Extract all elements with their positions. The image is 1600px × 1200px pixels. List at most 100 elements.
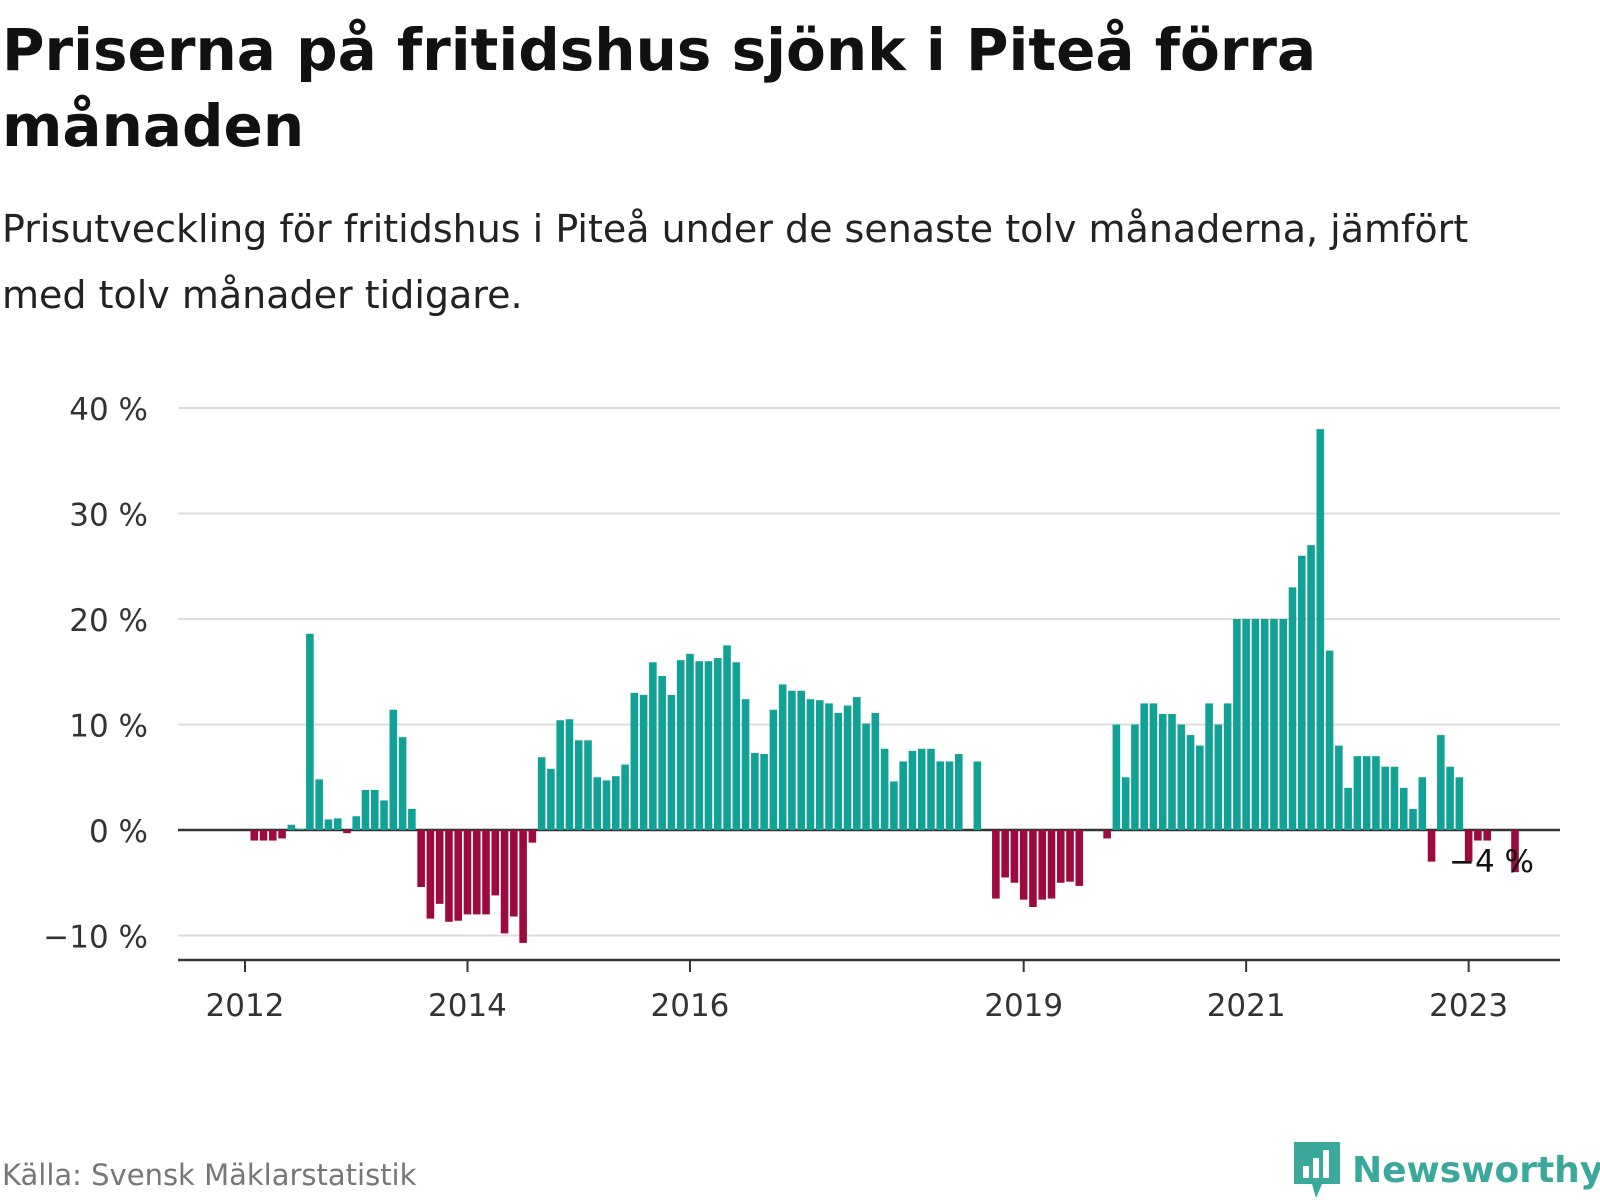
bar	[751, 752, 759, 831]
bar	[1390, 766, 1399, 830]
y-tick-label: −10 %	[43, 920, 148, 956]
bar	[445, 830, 453, 922]
y-tick-label: 10 %	[69, 709, 148, 745]
bar	[565, 719, 574, 831]
bar	[992, 830, 1000, 899]
bar	[556, 720, 564, 830]
gridlines	[178, 407, 1560, 937]
bar	[1168, 713, 1176, 830]
bar	[472, 830, 481, 915]
bar	[1325, 650, 1334, 830]
bar	[343, 830, 351, 834]
bar	[482, 830, 490, 915]
bar	[769, 709, 778, 830]
bar	[945, 761, 954, 830]
bar	[788, 690, 796, 830]
x-tick-label: 2012	[206, 988, 285, 1024]
bars	[250, 429, 1519, 943]
bar	[1483, 830, 1491, 841]
annotations: −4 %	[1449, 844, 1534, 880]
bar	[426, 830, 435, 919]
bar	[815, 700, 824, 831]
bar	[1186, 735, 1195, 830]
bar	[695, 661, 704, 830]
bar	[612, 776, 620, 830]
bar	[370, 789, 379, 830]
bar	[519, 830, 527, 943]
bar	[500, 830, 509, 934]
bar	[398, 737, 407, 830]
bar	[417, 830, 425, 887]
bar	[927, 748, 935, 830]
bar	[1121, 777, 1130, 830]
bar	[1010, 830, 1019, 883]
bar	[917, 748, 926, 830]
bar	[1372, 756, 1380, 830]
bar	[1066, 830, 1074, 882]
bar	[1001, 830, 1009, 878]
bar	[1335, 745, 1343, 830]
bar	[1177, 724, 1186, 830]
bar	[1251, 619, 1260, 830]
bar	[778, 684, 787, 830]
bar	[908, 750, 917, 831]
bar	[324, 819, 333, 830]
bar	[435, 830, 444, 904]
bar	[1205, 703, 1213, 830]
bar	[463, 830, 472, 915]
bar	[797, 690, 805, 830]
bar	[1464, 830, 1473, 862]
bar	[574, 740, 583, 831]
x-tick-label: 2021	[1207, 988, 1286, 1024]
bar	[296, 828, 305, 831]
bar	[1196, 745, 1204, 830]
bar	[1047, 830, 1056, 899]
bar	[1214, 724, 1223, 830]
bar	[1353, 756, 1362, 830]
bar	[676, 660, 685, 830]
bar	[667, 694, 676, 830]
bar	[936, 761, 945, 830]
bar	[250, 830, 259, 841]
bar	[899, 761, 907, 830]
bar	[862, 723, 870, 830]
y-axis-labels: −10 % 0 % 10 % 20 % 30 % 40 %	[43, 392, 148, 956]
bar	[1381, 766, 1390, 830]
x-tick-label: 2019	[984, 988, 1063, 1024]
bar	[1103, 830, 1111, 839]
bar	[1418, 777, 1427, 830]
bar	[1112, 724, 1121, 830]
bar	[658, 675, 666, 830]
bar	[1437, 735, 1445, 830]
bar	[306, 633, 314, 830]
bar	[1149, 703, 1158, 830]
bar	[1019, 830, 1028, 900]
source-note: Källa: Svensk Mäklarstatistik	[2, 1158, 417, 1192]
x-tick-label: 2016	[651, 988, 730, 1024]
bar	[853, 697, 861, 830]
bar	[1446, 766, 1454, 830]
bar	[1288, 587, 1297, 830]
bar	[315, 779, 323, 830]
x-axis: 2012 2014 2016 2019 2021 2023	[178, 958, 1560, 1024]
bar	[454, 830, 463, 921]
bar	[1270, 619, 1278, 830]
bar	[1260, 619, 1269, 830]
bar	[1242, 619, 1250, 830]
newsworthy-icon	[1294, 1142, 1340, 1198]
bar	[408, 808, 416, 830]
bar	[639, 694, 648, 830]
x-tick-label: 2023	[1429, 988, 1508, 1024]
bar	[760, 754, 768, 830]
bar	[491, 830, 500, 896]
bar	[1307, 545, 1315, 830]
bar	[1297, 555, 1306, 830]
chart-subtitle: Prisutveckling för fritidshus i Piteå un…	[2, 207, 1469, 317]
bar	[1279, 619, 1288, 830]
chart-title: Priserna på fritidshus sjönk i Piteå för…	[2, 16, 1317, 160]
brand-logo: Newsworthy	[1292, 1140, 1600, 1200]
bar	[1427, 830, 1436, 862]
bar	[389, 709, 398, 830]
bar	[825, 703, 833, 830]
bar	[1455, 777, 1464, 830]
